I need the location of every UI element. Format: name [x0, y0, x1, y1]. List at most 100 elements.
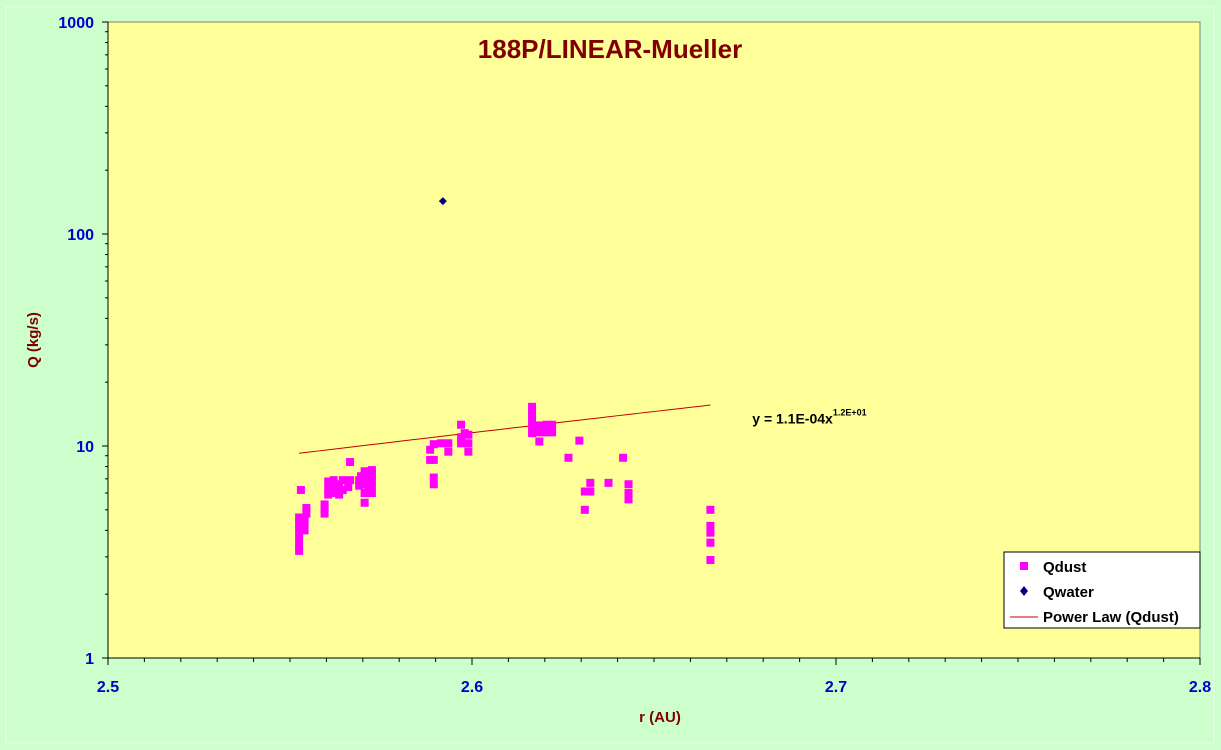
qdust-point: [624, 489, 633, 498]
qdust-point: [586, 478, 595, 487]
legend-label-power-law: Power Law (Qdust): [1043, 609, 1179, 626]
legend-marker-qdust: [1020, 562, 1028, 570]
qdust-point: [302, 509, 311, 518]
qdust-point: [586, 487, 595, 496]
qdust-point: [320, 500, 329, 509]
qdust-point: [344, 483, 353, 492]
qdust-point: [295, 546, 304, 555]
legend-label-qwater: Qwater: [1043, 584, 1094, 601]
qdust-point: [329, 476, 338, 485]
y-tick-label: 1000: [58, 15, 94, 32]
qdust-point: [426, 445, 435, 454]
qdust-point: [580, 505, 589, 514]
qdust-point: [429, 480, 438, 489]
qdust-point: [360, 489, 369, 498]
qdust-point: [528, 415, 537, 424]
qdust-point: [300, 526, 309, 535]
qdust-point: [367, 483, 376, 492]
qdust-point: [548, 428, 557, 437]
y-tick-label: 10: [76, 439, 94, 456]
qdust-point: [444, 447, 453, 456]
qdust-point: [542, 428, 551, 437]
y-tick-label: 100: [67, 227, 94, 244]
chart-marks: [295, 197, 715, 564]
qdust-point: [535, 428, 544, 437]
qdust-point: [429, 455, 438, 464]
qdust-point: [575, 436, 584, 445]
qdust-point: [706, 505, 715, 514]
legend-marker-qwater: [1020, 586, 1028, 596]
qdust-point: [464, 447, 473, 456]
qdust-point: [542, 420, 551, 429]
qdust-point: [464, 430, 473, 439]
qdust-point: [346, 458, 355, 467]
qdust-point: [367, 470, 376, 479]
qdust-point: [528, 402, 537, 411]
qdust-point: [360, 467, 369, 476]
qdust-point: [295, 526, 304, 535]
qdust-point: [457, 439, 466, 448]
qwater-point: [438, 197, 447, 206]
x-tick-label: 2.5: [97, 679, 119, 696]
legend-label-qdust: Qdust: [1043, 559, 1086, 576]
qdust-point: [338, 476, 347, 485]
qdust-point: [528, 422, 537, 431]
qdust-point: [295, 533, 304, 542]
qdust-point: [324, 477, 333, 486]
qdust-point: [457, 433, 466, 442]
trendline-equation-base: y = 1.1E-04x: [752, 410, 833, 426]
qdust-point: [429, 440, 438, 449]
qdust-point: [329, 483, 338, 492]
x-tick-label: 2.8: [1189, 679, 1211, 696]
qdust-point: [355, 481, 364, 490]
qdust-point: [329, 489, 338, 498]
qdust-point: [444, 439, 453, 448]
qdust-point: [302, 503, 311, 512]
qdust-point: [335, 480, 344, 489]
qdust-point: [300, 519, 309, 528]
legend: Qdust Qwater Power Law (Qdust): [1003, 551, 1201, 629]
y-axis-title: Q (kg/s): [25, 312, 42, 368]
qdust-point: [706, 528, 715, 537]
power-law-trendline: [299, 404, 711, 454]
qdust-point: [295, 513, 304, 522]
x-tick-label: 2.7: [825, 679, 847, 696]
qdust-point: [295, 519, 304, 528]
qdust-point: [296, 486, 305, 495]
qdust-point: [604, 478, 613, 487]
qdust-point: [360, 498, 369, 507]
qdust-point: [367, 466, 376, 475]
chart-title: 188P/LINEAR-Mueller: [478, 34, 742, 64]
qdust-point: [464, 439, 473, 448]
qdust-point: [324, 490, 333, 499]
qdust-point: [624, 480, 633, 489]
qdust-point: [367, 477, 376, 486]
qdust-point: [528, 429, 537, 438]
qdust-point: [624, 495, 633, 504]
qdust-point: [535, 421, 544, 430]
qdust-point: [295, 541, 304, 550]
trendline-equation: y = 1.1E-04x1.2E+01: [752, 407, 866, 426]
qdust-point: [324, 484, 333, 493]
qdust-point: [706, 521, 715, 530]
x-tick-label: 2.6: [461, 679, 483, 696]
qdust-point: [320, 509, 329, 518]
qdust-point: [457, 420, 466, 429]
qdust-point: [338, 486, 347, 495]
qdust-point: [706, 555, 715, 564]
trendline-equation-exponent: 1.2E+01: [833, 407, 867, 417]
legend-box: [1003, 551, 1201, 629]
qdust-point: [580, 487, 589, 496]
qdust-point: [535, 437, 544, 446]
qdust-point: [528, 409, 537, 418]
qdust-point: [706, 538, 715, 547]
qdust-point: [548, 420, 557, 429]
y-tick-label: 1: [85, 651, 94, 668]
chart-frame: [5, 6, 1215, 744]
qdust-point: [437, 439, 446, 448]
qdust-point: [564, 453, 573, 462]
x-axis-title: r (AU): [639, 709, 681, 726]
qdust-point: [429, 473, 438, 482]
